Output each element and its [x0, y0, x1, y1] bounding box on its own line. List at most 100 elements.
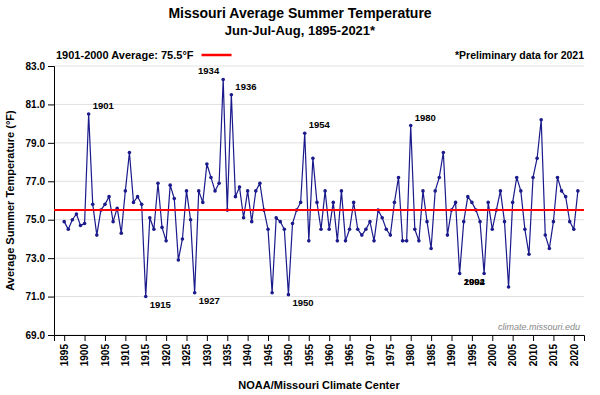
y-tick-mark	[48, 258, 54, 259]
temperature-point	[421, 189, 425, 193]
temperature-point	[417, 239, 421, 243]
temperature-point	[168, 183, 172, 187]
temperature-point	[111, 220, 115, 224]
x-tick: 1895	[59, 335, 70, 366]
temperature-point	[356, 228, 360, 232]
annotation: 1980	[415, 112, 436, 123]
x-tick: 1945	[263, 335, 274, 366]
temperature-point	[283, 228, 287, 232]
temperature-point	[556, 176, 560, 180]
x-tick-label: 1970	[365, 344, 376, 367]
temperature-point	[311, 156, 315, 160]
x-tick-label: 1975	[385, 344, 396, 367]
temperature-point	[344, 239, 348, 243]
average-legend-line	[202, 54, 232, 57]
x-tick-mark	[431, 335, 432, 341]
x-tick-label: 1985	[426, 344, 437, 367]
y-tick-label: 79.0	[26, 138, 46, 149]
x-tick-label: 1910	[120, 344, 131, 367]
temperature-point	[466, 195, 470, 199]
y-tick: 77.0	[26, 176, 54, 187]
temperature-point	[548, 247, 552, 251]
x-tick-label: 1920	[161, 344, 172, 367]
temperature-point	[230, 93, 234, 97]
y-tick: 79.0	[26, 138, 54, 149]
temperature-point	[572, 228, 576, 232]
x-tick-mark	[85, 335, 86, 341]
grid-line	[54, 142, 584, 143]
temperature-point	[319, 228, 323, 232]
temperature-point	[83, 222, 87, 226]
x-tick: 2010	[528, 335, 539, 366]
grid-line	[54, 181, 584, 182]
temperature-point	[201, 201, 205, 205]
temperature-point	[148, 216, 152, 220]
x-tick: 1925	[181, 335, 192, 366]
temperature-point	[543, 233, 547, 237]
x-tick-label: 2010	[528, 344, 539, 367]
x-tick-mark	[553, 335, 554, 341]
annotation: 1915	[150, 299, 172, 310]
temperature-point	[234, 195, 238, 199]
temperature-point	[136, 195, 140, 199]
temperature-point	[128, 151, 132, 155]
temperature-point	[425, 220, 429, 224]
temperature-point	[242, 216, 246, 220]
x-tick-label: 1955	[304, 344, 315, 367]
y-axis: 69.071.073.075.077.079.081.083.0	[26, 61, 55, 341]
average-line	[54, 209, 584, 211]
temperature-point	[454, 201, 458, 205]
x-tick-label: 1915	[140, 344, 151, 367]
temperature-point	[164, 239, 168, 243]
temperature-point	[132, 201, 136, 205]
x-tick-mark	[309, 335, 310, 341]
temperature-point	[107, 195, 111, 199]
temperature-point	[327, 228, 331, 232]
x-tick-label: 1905	[100, 344, 111, 367]
temperature-point	[209, 176, 213, 180]
x-tick-label: 1925	[181, 344, 192, 367]
temperature-point	[315, 201, 319, 205]
x-tick: 1935	[222, 335, 233, 366]
x-tick-label: 2015	[548, 344, 559, 367]
x-tick-mark	[187, 335, 188, 341]
temperature-point	[576, 189, 580, 193]
temperature-point	[401, 239, 405, 243]
temperature-point	[213, 189, 217, 193]
temperature-point	[266, 228, 270, 232]
x-tick-mark	[390, 335, 391, 341]
y-tick: 83.0	[26, 61, 54, 72]
y-tick: 73.0	[26, 253, 54, 264]
temperature-point	[348, 228, 352, 232]
x-tick-mark	[207, 335, 208, 341]
temperature-point	[323, 189, 327, 193]
temperature-point	[71, 218, 75, 222]
temperature-point	[458, 272, 462, 276]
temperature-point	[564, 195, 568, 199]
subtitle: Jun-Jul-Aug, 1895-2021*	[225, 23, 376, 38]
x-tick-label: 1965	[344, 344, 355, 367]
y-tick-mark	[48, 104, 54, 105]
temperature-point	[152, 228, 156, 232]
temperature-point	[352, 201, 356, 205]
x-tick-mark	[411, 335, 412, 341]
temperature-point	[527, 253, 531, 257]
temperature-point	[507, 285, 511, 289]
y-tick-label: 75.0	[26, 214, 46, 225]
x-tick-mark	[472, 335, 473, 341]
temperature-point	[246, 189, 250, 193]
y-tick-mark	[48, 66, 54, 67]
annotation: 1992	[464, 276, 485, 287]
temperature-point	[539, 118, 543, 122]
x-tick: 2015	[548, 335, 559, 366]
temperature-point	[393, 201, 397, 205]
temperature-point	[368, 220, 372, 224]
markers	[62, 78, 579, 299]
temperature-point	[193, 291, 197, 295]
x-tick: 2000	[487, 335, 498, 366]
temperature-point	[486, 201, 490, 205]
x-tick-mark	[492, 335, 493, 341]
x-axis: 1895190019051910191519201925193019351940…	[55, 335, 585, 366]
x-tick-label: 1895	[59, 344, 70, 367]
x-tick-label: 1980	[405, 344, 416, 367]
